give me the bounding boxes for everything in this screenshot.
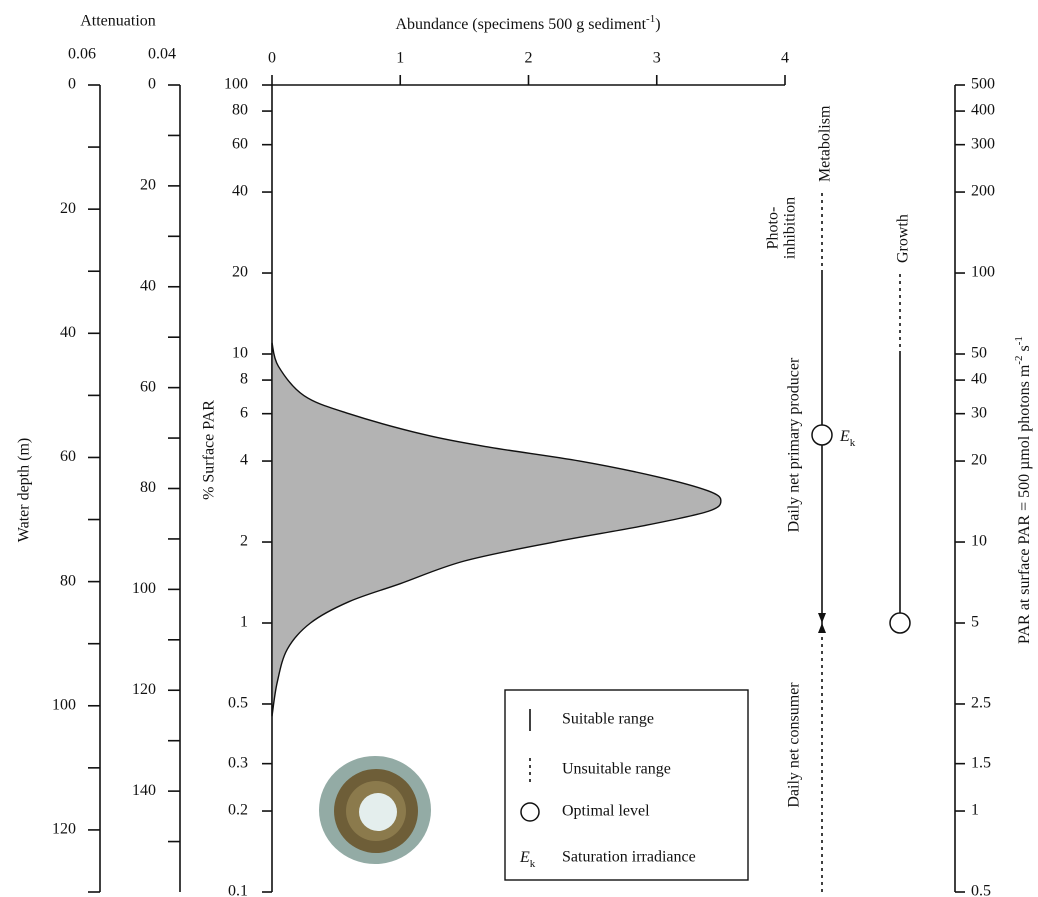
text-part: E [519,849,530,866]
x-tick-label: 2 [525,50,533,67]
x-tick-label: 1 [396,50,404,67]
legend-label: Optimal level [562,803,650,820]
tick-label: 100 [52,696,76,713]
x-tick-label: 0 [268,50,276,67]
text-part: -1 [1013,336,1025,345]
legend-label: Suitable range [562,711,654,728]
y2-tick-label: 10 [971,533,987,550]
text-part: -2 [1013,355,1025,364]
tick-label: 80 [60,572,76,589]
x-tick-label: 3 [653,50,661,67]
y2-tick-label: 300 [971,135,995,152]
y2-tick-label: 5 [971,614,979,631]
optimum-label: Ek [839,428,856,449]
annotation: Photo- [765,207,782,250]
text-part: PAR at surface PAR = 500 µmol photons m [1016,364,1033,644]
y2-tick-label: 500 [971,76,995,93]
x-axis-title: Abundance (specimens 500 g sediment-1) [395,13,660,33]
y2-tick-label: 50 [971,345,987,362]
tick-label: 40 [60,324,76,341]
legend-label: Saturation irradiance [562,849,696,866]
axis-title: Water depth (m) [16,438,33,542]
tick-label: 140 [132,782,156,799]
y-tick-label: 0.2 [228,802,248,819]
tick-label: 120 [52,821,76,838]
optimal-level [889,612,911,634]
y-tick-label: 0.1 [228,883,248,897]
y-tick-label: 0.5 [228,695,248,712]
legend-box [504,689,749,881]
tick-label: 20 [60,200,76,217]
y-tick-label: 100 [224,76,248,93]
text-part: k [530,858,536,870]
y-tick-label: 20 [232,264,248,281]
foraminifera-image [319,756,431,864]
y2-tick-label: 0.5 [971,883,991,897]
y-tick-label: 10 [232,345,248,362]
tick-label: 60 [140,378,156,395]
y2-tick-label: 1 [971,802,979,819]
y-tick-label: 80 [232,102,248,119]
tick-label: 0 [68,76,76,93]
tick-label: 20 [140,177,156,194]
tick-label: 0 [148,76,156,93]
y-tick-label: 1 [240,614,248,631]
y2-axis-title: PAR at surface PAR = 500 µmol photons m-… [1013,336,1033,644]
annotation: Daily net primary producer [786,357,803,532]
x-tick-label: 4 [781,50,789,67]
text-part: ) [655,16,660,33]
y-tick-label: 60 [232,135,248,152]
y-tick-label: 8 [240,371,248,388]
y2-tick-label: 30 [971,404,987,421]
text-part: Abundance (specimens 500 g sediment [395,16,646,33]
axis-group-title: Attenuation [80,13,156,30]
y2-tick-label: 40 [971,371,987,388]
y-tick-label: 6 [240,404,248,421]
optimal-level [811,424,833,446]
y-axis-title: % Surface PAR [201,400,218,500]
text-part: -1 [646,13,655,25]
text-part: s [1016,345,1033,355]
tick-label: 120 [132,681,156,698]
annotation: inhibition [782,197,799,259]
y2-tick-label: 1.5 [971,754,991,771]
text-part: k [850,437,856,449]
y2-tick-label: 100 [971,264,995,281]
y2-tick-label: 2.5 [971,695,991,712]
arrow-head [818,613,826,633]
axis-header: 0.04 [148,46,176,63]
y2-tick-label: 400 [971,102,995,119]
y-tick-label: 2 [240,533,248,550]
annotation: Daily net consumer [786,682,803,808]
range-label: Growth [895,214,912,263]
tick-label: 80 [140,479,156,496]
legend-symbol: Ek [519,849,536,870]
y-tick-label: 0.3 [228,754,248,771]
range-label: Metabolism [817,105,834,182]
legend-label: Unsuitable range [562,761,671,778]
tick-label: 40 [140,277,156,294]
text-part: E [839,428,850,445]
y-tick-label: 4 [240,452,248,469]
y2-tick-label: 20 [971,452,987,469]
axis-header: 0.06 [68,46,96,63]
abundance-area [271,342,722,717]
legend-symbol [520,802,540,822]
tick-label: 60 [60,448,76,465]
y-tick-label: 40 [232,183,248,200]
tick-label: 100 [132,580,156,597]
y2-tick-label: 200 [971,183,995,200]
